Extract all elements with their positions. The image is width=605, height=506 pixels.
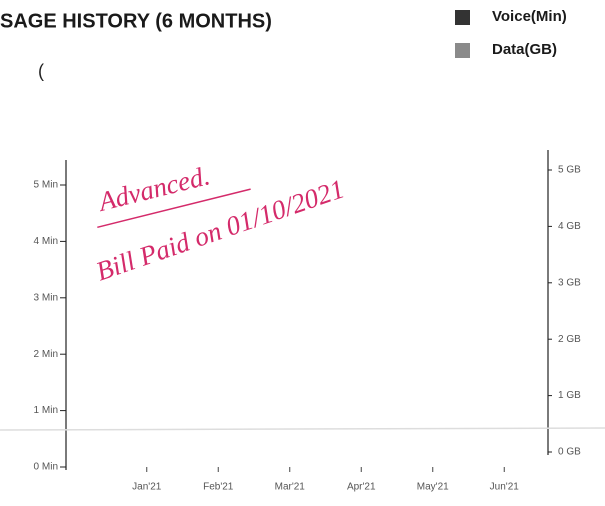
y-tick-label: 2 Min [34,349,58,360]
x-tick-label: Mar'21 [275,482,306,493]
x-tick-label: Apr'21 [347,482,376,493]
x-tick-label: May'21 [417,482,449,493]
y-tick-label: 0 Min [34,462,58,473]
scan-line [0,427,605,431]
y2-tick-label: 0 GB [558,447,581,458]
y-tick-label: 3 Min [34,292,58,303]
y2-tick-label: 2 GB [558,334,581,345]
y2-tick-label: 3 GB [558,277,581,288]
y2-tick-label: 4 GB [558,221,581,232]
x-tick-label: Jan'21 [132,482,162,493]
y-tick-label: 5 Min [34,180,58,191]
x-tick-label: Feb'21 [203,482,234,493]
y2-tick-label: 1 GB [558,390,581,401]
y2-tick-label: 5 GB [558,165,581,176]
y-tick-label: 1 Min [34,405,58,416]
annotation: Advanced. [94,160,213,217]
scan-mark: ( [38,61,44,81]
legend-label: Data(GB) [492,41,557,58]
y-tick-label: 4 Min [34,236,58,247]
legend-label: Voice(Min) [492,8,567,25]
chart-title: SAGE HISTORY (6 MONTHS) [0,10,272,32]
x-tick-label: Jun'21 [490,482,520,493]
legend-swatch [455,43,470,58]
legend-swatch [455,10,470,25]
underline [97,188,251,229]
